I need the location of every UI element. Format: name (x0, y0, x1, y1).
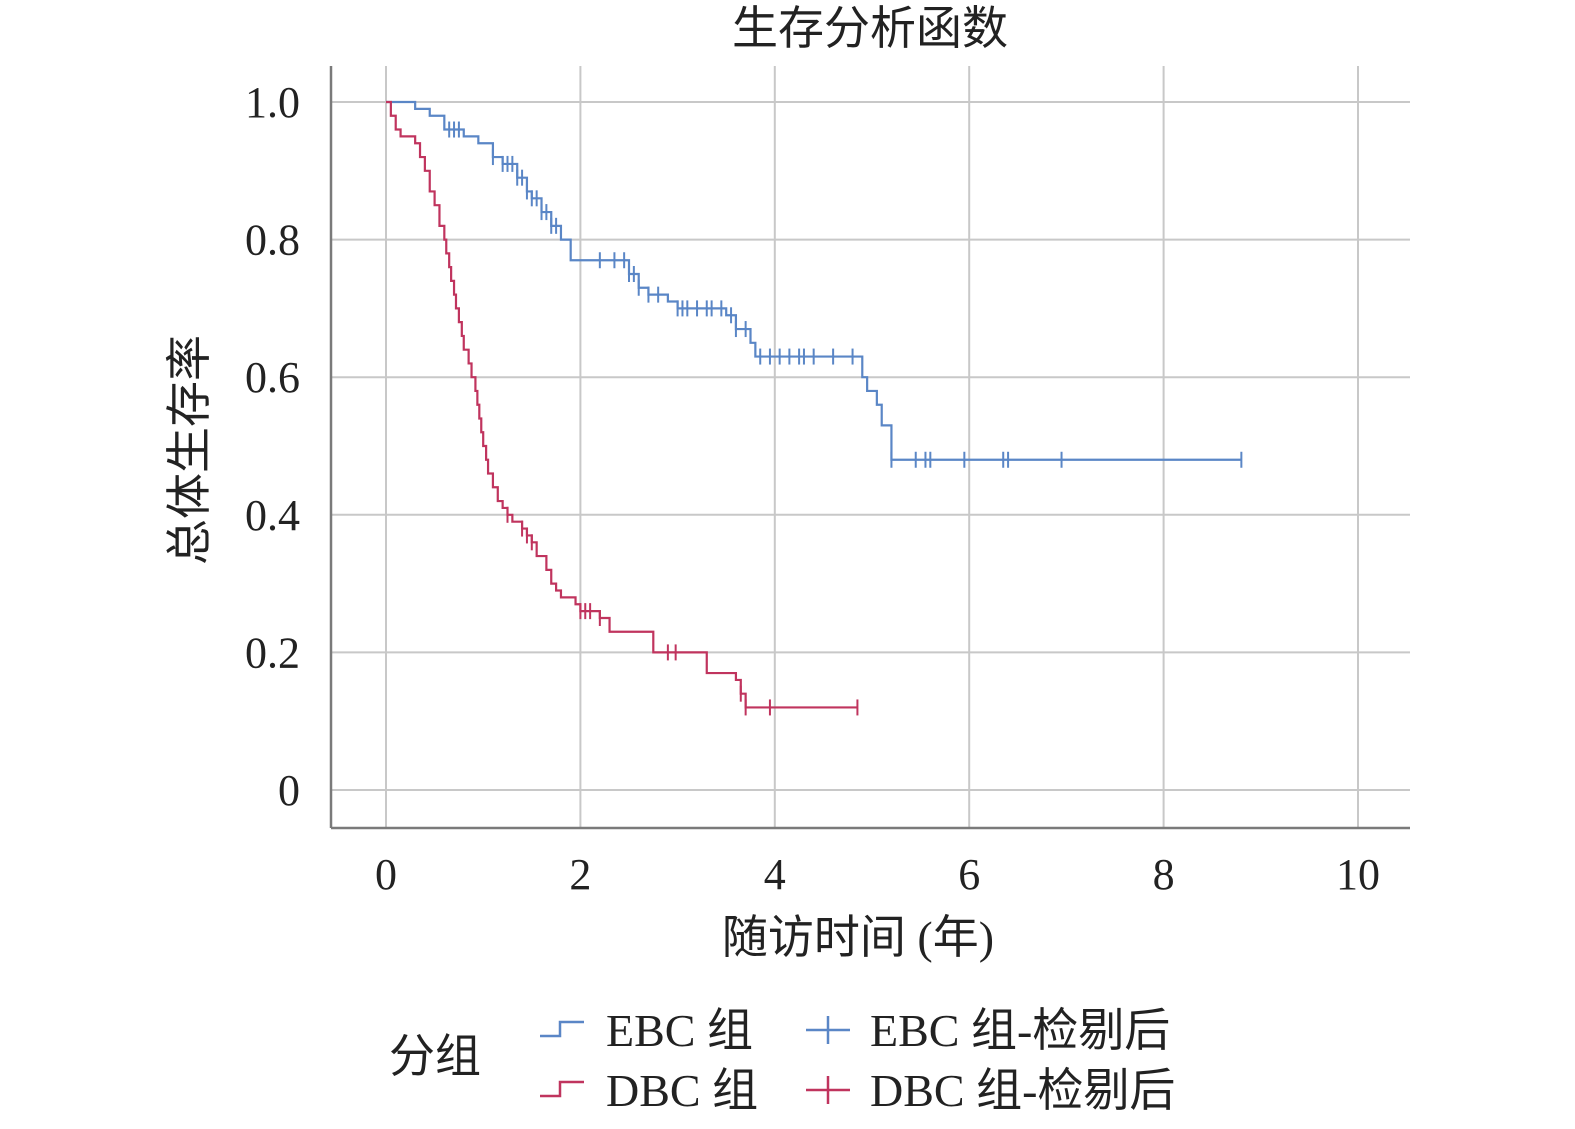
x-tick-label: 8 (1153, 850, 1175, 899)
legend-label: EBC 组 (606, 1005, 753, 1056)
x-tick-label: 2 (569, 850, 591, 899)
legend-line-swatch (540, 1080, 584, 1098)
legend-title: 分组 (389, 1031, 481, 1082)
legend: 分组 EBC 组 EBC 组-检剔后 DBC 组 DBC 组-检剔后 (389, 1005, 1175, 1116)
x-axis-label: 随访时间 (年) (722, 912, 994, 963)
x-tick-label: 0 (375, 850, 397, 899)
y-tick-labels: 0 0.2 0.4 0.6 0.8 1.0 (245, 78, 300, 815)
series-1 (386, 100, 859, 716)
series-0 (386, 100, 1243, 468)
axes (329, 66, 1410, 830)
x-tick-label: 10 (1336, 850, 1380, 899)
legend-entry-2: DBC 组 (540, 1065, 758, 1116)
x-tick-labels: 0 2 4 6 8 10 (375, 850, 1380, 899)
legend-items: EBC 组 EBC 组-检剔后 DBC 组 DBC 组-检剔后 (540, 1005, 1175, 1116)
chart-title: 生存分析函数 (732, 3, 1008, 54)
legend-label: DBC 组 (606, 1065, 758, 1116)
y-tick-label: 1.0 (245, 78, 300, 127)
x-tick-label: 6 (958, 850, 980, 899)
y-tick-label: 0.6 (245, 353, 300, 402)
series-layer (386, 100, 1243, 716)
legend-entry-1: EBC 组-检剔后 (806, 1005, 1170, 1056)
y-tick-label: 0.2 (245, 628, 300, 677)
legend-label: DBC 组-检剔后 (870, 1065, 1175, 1116)
y-tick-label: 0 (278, 766, 300, 815)
y-axis-label: 总体生存率 (164, 335, 215, 565)
y-tick-label: 0.8 (245, 216, 300, 265)
survival-curve-1 (386, 100, 858, 709)
legend-entry-0: EBC 组 (540, 1005, 753, 1056)
legend-line-swatch (540, 1020, 584, 1038)
x-tick-label: 4 (764, 850, 786, 899)
grid-lines (331, 66, 1410, 828)
survival-curve-0 (386, 100, 1242, 461)
legend-label: EBC 组-检剔后 (870, 1005, 1170, 1056)
legend-entry-3: DBC 组-检剔后 (806, 1065, 1175, 1116)
y-tick-label: 0.4 (245, 491, 300, 540)
